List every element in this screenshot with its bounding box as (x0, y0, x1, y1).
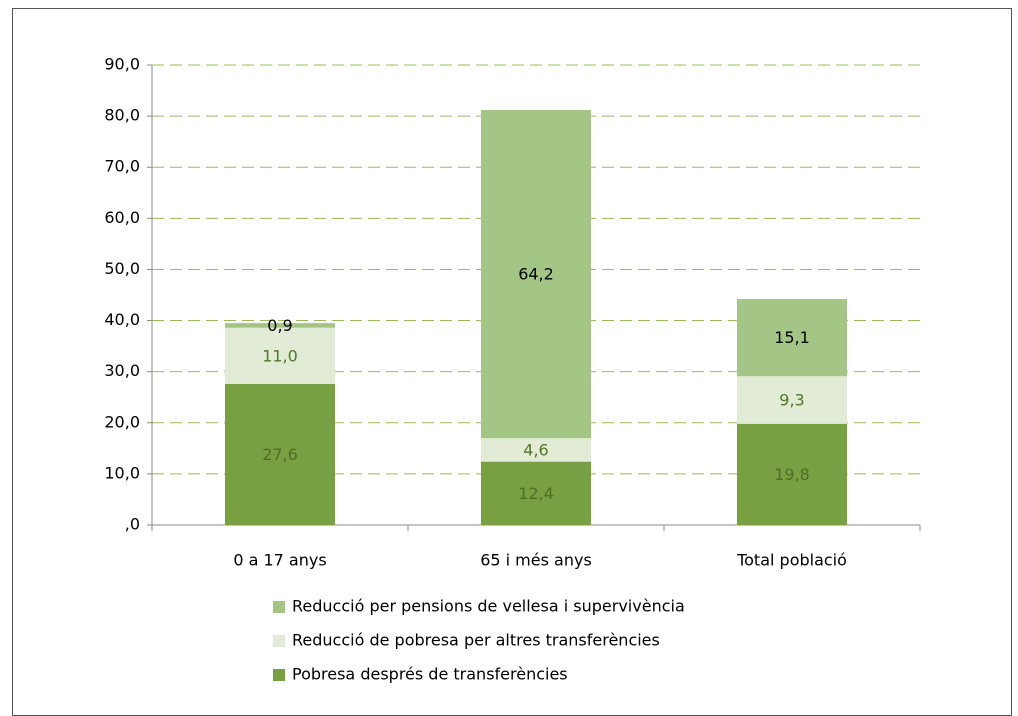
y-tick-label: 60,0 (104, 208, 140, 227)
legend-label: Reducció per pensions de vellesa i super… (292, 597, 685, 616)
y-tick-label: ,0 (125, 515, 140, 534)
bar-segment (225, 323, 335, 328)
y-tick-label: 50,0 (104, 259, 140, 278)
y-tick-label: 70,0 (104, 157, 140, 176)
data-label: 15,1 (774, 328, 810, 347)
data-label: 64,2 (518, 265, 554, 284)
bar-segment (737, 423, 847, 525)
bar-segment (481, 438, 591, 462)
legend-label: Reducció de pobresa per altres transferè… (292, 631, 660, 650)
y-tick-label: 80,0 (104, 106, 140, 125)
bar-segment (737, 299, 847, 377)
data-label: 11,0 (262, 346, 298, 365)
y-tick-label: 20,0 (104, 412, 140, 431)
y-tick-label: 90,0 (104, 55, 140, 74)
x-tick-label: 0 a 17 anys (233, 551, 326, 570)
legend-swatch (273, 601, 285, 613)
legend-label: Pobresa després de transferències (292, 665, 568, 684)
data-label: 9,3 (779, 391, 804, 410)
x-tick-label: Total població (736, 551, 847, 570)
legend-swatch (273, 669, 285, 681)
bar-segment (737, 376, 847, 424)
data-label: 19,8 (774, 465, 810, 484)
y-tick-label: 10,0 (104, 463, 140, 482)
data-label: 27,6 (262, 445, 298, 464)
y-tick-label: 30,0 (104, 361, 140, 380)
bar-segment (225, 383, 335, 525)
x-tick-label: 65 i més anys (480, 551, 592, 570)
bar-segment (481, 109, 591, 439)
data-label: 0,9 (267, 316, 292, 335)
bar-segment (225, 327, 335, 384)
y-tick-label: 40,0 (104, 310, 140, 329)
data-label: 4,6 (523, 440, 548, 459)
legend-swatch (273, 635, 285, 647)
bar-segment (481, 461, 591, 525)
data-label: 12,4 (518, 484, 554, 503)
